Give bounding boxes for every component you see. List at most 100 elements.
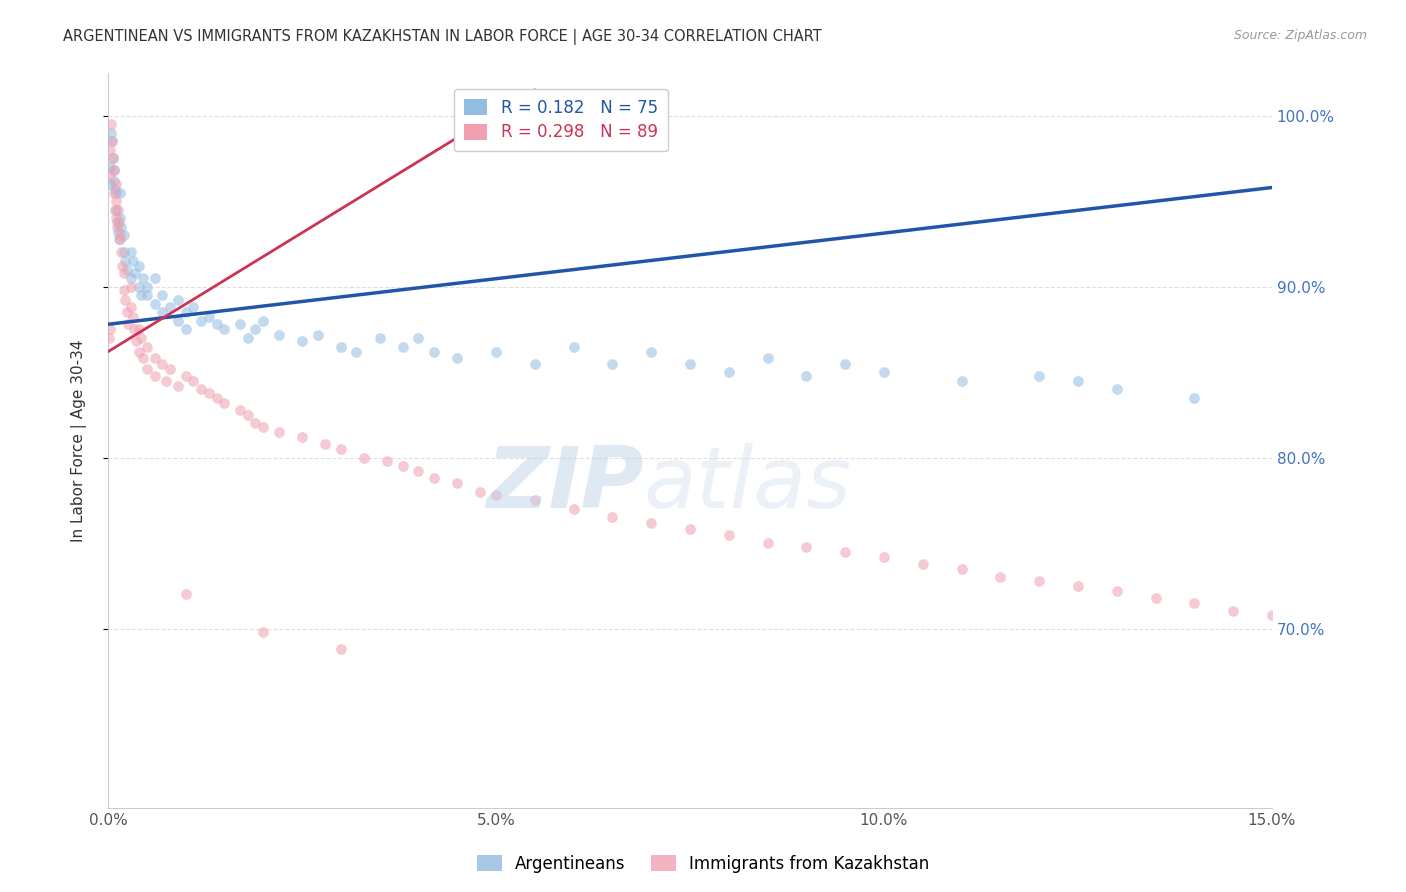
Point [329,339,352,353]
Point [950,562,973,576]
Point [128,259,150,273]
Point [377,454,399,468]
Point [104,202,127,217]
Point [150,357,173,371]
Point [104,186,127,200]
Point [717,365,740,379]
Point [120,271,142,285]
Point [252,625,274,640]
Point [1261,607,1284,622]
Point [101,152,124,166]
Point [114,254,136,268]
Point [679,357,702,371]
Point [107,202,129,217]
Point [105,215,128,229]
Point [143,297,166,311]
Point [103,174,125,188]
Point [155,374,177,388]
Point [108,228,131,243]
Point [423,344,446,359]
Point [834,357,856,371]
Point [167,379,190,393]
Point [128,279,150,293]
Point [602,510,624,524]
Point [159,300,181,314]
Point [911,557,934,571]
Point [98,177,121,191]
Point [988,570,1011,584]
Point [174,305,197,319]
Point [423,471,446,485]
Point [408,331,430,345]
Point [314,437,336,451]
Point [124,322,146,336]
Point [329,642,352,657]
Point [104,194,127,209]
Point [679,523,702,537]
Point [100,117,122,131]
Point [392,339,415,353]
Point [717,527,740,541]
Point [950,374,973,388]
Point [120,300,142,314]
Point [128,344,150,359]
Point [132,351,155,366]
Point [174,322,197,336]
Point [198,385,221,400]
Point [229,402,252,417]
Point [307,327,329,342]
Point [796,540,818,554]
Point [112,245,135,260]
Point [103,186,125,200]
Point [100,126,122,140]
Point [114,293,136,308]
Text: ARGENTINEAN VS IMMIGRANTS FROM KAZAKHSTAN IN LABOR FORCE | AGE 30-34 CORRELATION: ARGENTINEAN VS IMMIGRANTS FROM KAZAKHSTA… [63,29,823,45]
Point [135,279,157,293]
Point [1105,382,1128,396]
Point [198,310,221,325]
Point [214,322,236,336]
Text: Source: ZipAtlas.com: Source: ZipAtlas.com [1233,29,1367,42]
Point [122,254,145,268]
Point [408,464,430,478]
Point [125,334,148,349]
Point [110,232,132,246]
Point [122,310,145,325]
Point [167,293,190,308]
Point [129,288,152,302]
Point [124,266,146,280]
Point [110,219,132,234]
Point [796,368,818,383]
Point [117,262,139,277]
Point [329,442,352,456]
Point [101,152,124,166]
Point [117,318,139,332]
Text: atlas: atlas [644,443,852,526]
Point [183,300,205,314]
Point [103,163,125,178]
Point [174,587,197,601]
Point [101,134,124,148]
Point [252,314,274,328]
Point [129,331,152,345]
Point [103,163,125,178]
Point [640,516,662,530]
Point [485,344,508,359]
Point [100,143,122,157]
Point [107,225,129,239]
Point [562,339,585,353]
Point [108,232,131,246]
Point [236,408,259,422]
Point [183,374,205,388]
Point [128,322,150,336]
Point [150,288,173,302]
Point [112,266,135,280]
Point [1222,605,1244,619]
Point [245,417,267,431]
Point [1067,579,1090,593]
Point [1028,368,1050,383]
Y-axis label: In Labor Force | Age 30-34: In Labor Force | Age 30-34 [72,339,87,541]
Point [112,283,135,297]
Point [143,351,166,366]
Point [110,245,132,260]
